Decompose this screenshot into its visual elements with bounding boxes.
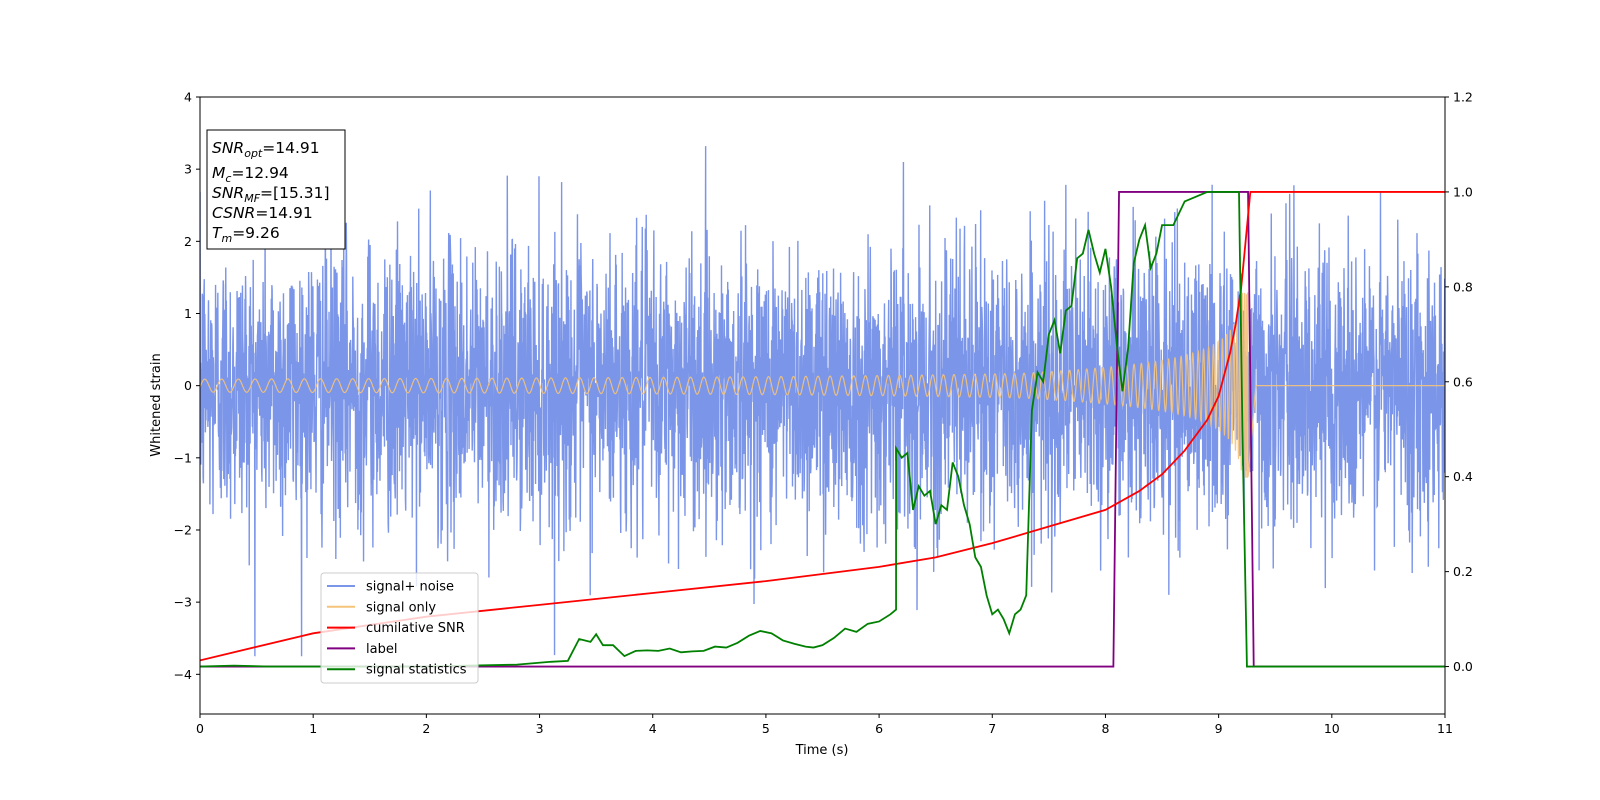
series-cumulative-snr-line [200,191,1445,662]
x-tick-label: 5 [762,721,770,736]
x-tick-label: 6 [875,721,883,736]
info-sub: c [225,172,231,185]
x-tick-label: 3 [536,721,544,736]
x-axis: 0 1 2 3 4 5 6 7 8 9 10 11 [196,714,1453,736]
x-tick-label: 10 [1324,721,1340,736]
y-right-tick-label: 0.8 [1453,279,1473,294]
x-tick-label: 7 [988,721,996,736]
y-left-tick-label: −3 [174,595,192,610]
info-var: M [212,164,225,182]
y-left-tick-label: 1 [184,306,192,321]
legend-label: cumilative SNR [366,621,465,636]
y-right-tick-label: 1.2 [1453,90,1473,105]
legend-label: signal+ noise [366,580,454,595]
x-tick-label: 9 [1215,721,1223,736]
y-right-tick-label: 0.6 [1453,374,1473,389]
info-box-line: CSNR=14.91 [212,204,313,222]
info-sub: MF [244,192,260,205]
legend-label: signal statistics [366,663,467,678]
legend-label: signal only [366,600,436,615]
info-var: T [212,224,223,242]
series-signal-only-line [200,292,1445,480]
x-tick-label: 8 [1101,721,1109,736]
info-value: =12.94 [231,164,288,182]
info-sub: opt [244,147,263,160]
info-box-line: Tm=9.26 [212,224,280,245]
info-value: =9.26 [232,224,280,242]
x-tick-label: 1 [309,721,317,736]
info-box-line: SNRopt=14.91 [212,139,320,160]
y-left-tick-label: 4 [184,90,192,105]
x-axis-title: Time (s) [795,743,849,758]
x-tick-label: 2 [422,721,430,736]
info-var: CSNR [212,204,255,222]
y-right-tick-label: 0.4 [1453,469,1473,484]
info-value: =14.91 [255,204,312,222]
y-left-tick-label: 0 [184,378,192,393]
info-sub: m [221,232,232,245]
series-layer [200,146,1445,668]
y-left-tick-label: −4 [174,667,192,682]
info-box-line: Mc=12.94 [212,164,289,185]
legend-frame [320,572,479,684]
x-tick-label: 4 [649,721,657,736]
y-left-tick-label: 3 [184,162,192,177]
y-right-tick-label: 0.2 [1453,564,1473,579]
info-var: SNR [212,184,244,202]
info-box-frame [206,129,346,250]
info-var: SNR [212,139,244,157]
info-value: =14.91 [262,139,319,157]
info-value: =[15.31] [260,184,329,202]
y-right-tick-label: 1.0 [1453,184,1473,199]
legend-label: label [366,642,397,657]
y-axis-right: 0.0 0.2 0.4 0.6 0.8 1.0 1.2 [1445,90,1473,674]
series-signal-statistics-line [200,191,1445,668]
x-tick-label: 0 [196,721,204,736]
y-right-tick-label: 0.0 [1453,659,1473,674]
y-left-tick-label: −1 [174,450,192,465]
y-left-tick-label: 2 [184,234,192,249]
legend: signal+ noise signal only cumilative SNR la… [320,572,479,684]
plot-frame [199,96,1446,715]
y-axis-title: Whitened strain [149,353,164,456]
y-axis-left: −4 −3 −2 −1 0 1 2 3 4 [174,90,200,682]
info-box: SNRopt=14.91Mc=12.94SNRMF=[15.31]CSNR=14… [206,129,346,250]
info-box-line: SNRMF=[15.31] [212,184,330,205]
x-tick-label: 11 [1437,721,1453,736]
y-left-tick-label: −2 [174,522,192,537]
